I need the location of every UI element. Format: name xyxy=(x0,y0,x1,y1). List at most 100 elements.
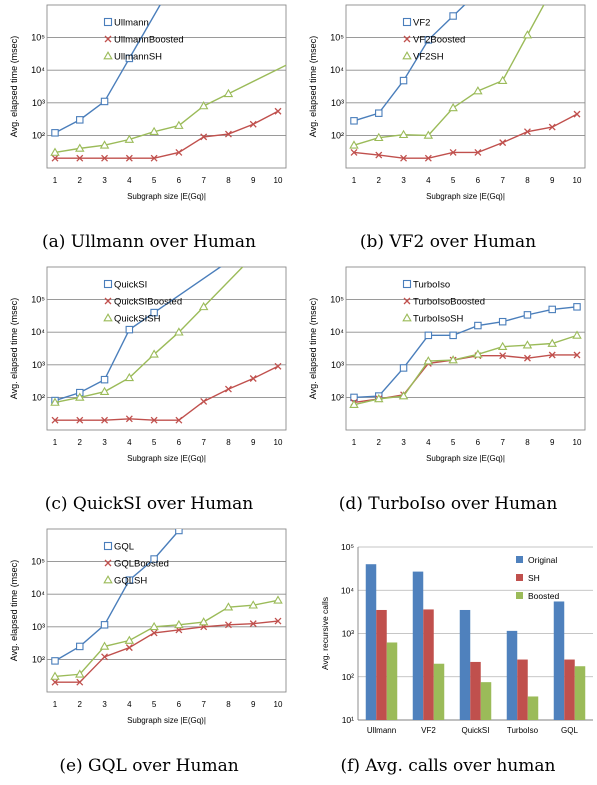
x-tick-label: 2 xyxy=(377,176,382,185)
legend-label-quicksiboosted: QuickSIBoosted xyxy=(114,297,182,308)
data-point-ullmannboosted xyxy=(175,148,183,156)
legend-marker-ullmann xyxy=(103,17,113,27)
caption-quicksi: (c) QuickSI over Human xyxy=(44,494,254,514)
y-tick-label: 10³ xyxy=(331,98,344,108)
legend-label-quicksi: QuickSI xyxy=(114,280,147,291)
legend-marker-turboiso xyxy=(402,279,412,289)
data-point-vf2sh xyxy=(374,132,384,142)
y-tick-label: 10³ xyxy=(32,98,45,108)
series-line-vf2 xyxy=(353,5,466,122)
x-tick-label: 4 xyxy=(127,700,132,709)
x-axis-label: Subgraph size |E(Gq)| xyxy=(127,454,206,463)
data-point-turboiso xyxy=(523,311,532,319)
data-point-quicksiboosted xyxy=(101,416,109,424)
x-tick-label: 5 xyxy=(451,438,456,447)
data-point-gqlboosted xyxy=(51,678,59,686)
series-line-ullmannboosted xyxy=(55,110,279,159)
x-tick-label: 3 xyxy=(401,438,406,447)
x-tick-label: 6 xyxy=(476,438,481,447)
data-point-vf2boosted xyxy=(474,148,482,156)
data-point-turboisosh xyxy=(497,341,508,351)
data-point-ullmannsh xyxy=(124,134,135,143)
data-point-ullmannsh xyxy=(223,88,234,98)
legend-label-turboisosh: TurboIsoSH xyxy=(413,314,463,325)
data-point-turboisosh xyxy=(398,391,409,400)
data-point-gqlsh xyxy=(124,635,135,644)
bar-sh-vf2 xyxy=(423,609,434,720)
x-tick-label: 1 xyxy=(53,700,58,709)
x-tick-label: 1 xyxy=(53,176,58,185)
x-tick-label: 1 xyxy=(53,438,58,447)
data-point-quicksiboosted xyxy=(51,416,59,424)
data-point-vf2sh xyxy=(398,129,409,139)
data-point-ullmannboosted xyxy=(125,154,133,162)
chart-quicksi: 10² 10³ 10⁴ 10⁵ 1 2 3 4 5 6 7 8 9 10 Subgraph size |E(… xyxy=(9,266,287,463)
x-tick-label: 10 xyxy=(274,438,283,447)
legend-marker-vf2sh xyxy=(402,51,412,60)
data-point-gqlsh xyxy=(273,595,283,604)
data-point-vf2boosted xyxy=(499,139,507,147)
data-point-turboisosh xyxy=(423,356,434,365)
data-point-quicksish xyxy=(99,386,110,396)
data-point-ullmann xyxy=(100,97,109,106)
legend-marker-gqlsh xyxy=(103,575,113,584)
legend-label-original: Original xyxy=(528,555,557,565)
x-tick-label: 2 xyxy=(78,438,83,447)
y-tick-label: 10¹ xyxy=(342,715,354,725)
data-point-turboiso xyxy=(449,331,457,340)
x-tick-label: 6 xyxy=(476,176,481,185)
x-axis-label: Subgraph size |E(Gq)| xyxy=(127,716,206,725)
series-line-quicksiboosted xyxy=(55,365,279,421)
x-tick-label: 4 xyxy=(426,438,431,447)
legend-label-gqlsh: GQLSH xyxy=(114,576,147,587)
data-point-vf2 xyxy=(375,109,383,117)
x-tick-label: 7 xyxy=(500,438,505,447)
y-tick-label: 10⁴ xyxy=(330,65,344,75)
x-tick-label: 5 xyxy=(152,700,157,709)
bar-sh-turboiso xyxy=(517,659,528,720)
data-point-quicksiboosted xyxy=(150,416,158,424)
x-tick-label: 4 xyxy=(127,176,132,185)
data-point-gql xyxy=(51,657,59,665)
bar-original-gql xyxy=(553,601,565,720)
legend-label-ullmann: Ullmann xyxy=(114,18,149,29)
data-point-turboisosh xyxy=(349,399,359,408)
caption-vf2: (b) VF2 over Human xyxy=(359,232,537,252)
x-tick-label: Ullmann xyxy=(367,726,396,735)
data-point-quicksish xyxy=(174,327,184,336)
data-point-vf2sh xyxy=(448,102,458,112)
bar-boosted-ullmann xyxy=(386,642,398,720)
series-line-gql xyxy=(54,530,180,662)
x-tick-label: 9 xyxy=(251,438,256,447)
series-line-quicksi xyxy=(54,267,222,402)
data-point-turboiso xyxy=(424,331,433,340)
chart-panel-avg-calls: 10¹ 10² 10³ 10⁴ 10⁵ Avg. recursive calls Ullma… xyxy=(299,524,597,785)
bar-boosted-gql xyxy=(574,666,586,720)
data-point-turboisosh xyxy=(572,330,582,339)
data-point-turboiso xyxy=(498,317,507,326)
y-tick-label: 10³ xyxy=(32,360,45,370)
data-point-quicksish xyxy=(50,397,60,406)
x-tick-label: 7 xyxy=(201,700,206,709)
x-tick-label: 9 xyxy=(550,438,555,447)
data-point-quicksiboosted xyxy=(224,385,232,393)
plot-frame xyxy=(46,266,287,431)
data-point-vf2 xyxy=(424,36,433,44)
data-point-turboiso xyxy=(573,303,581,311)
data-point-ullmann xyxy=(51,129,59,137)
data-point-vf2boosted xyxy=(350,148,358,156)
data-point-ullmannsh xyxy=(50,147,60,156)
x-tick-label: GQL xyxy=(561,726,578,735)
legend-marker-quicksiboosted xyxy=(104,297,112,305)
x-tick-label: TurboIso xyxy=(507,726,539,735)
bar-sh-ullmann xyxy=(376,609,387,720)
data-point-gqlboosted xyxy=(150,629,158,637)
data-point-turboisoboosted xyxy=(499,352,507,360)
y-axis-label: Avg. elapsed time (msec) xyxy=(308,298,318,399)
data-point-vf2sh xyxy=(473,86,483,95)
data-point-quicksiboosted xyxy=(125,415,133,423)
legend-marker-turboisoboosted xyxy=(403,297,411,305)
y-tick-label: 10² xyxy=(32,654,45,664)
y-tick-label: 10² xyxy=(331,392,344,402)
chart-vf2: 10² 10³ 10⁴ 10⁵ 1 2 3 4 5 6 7 8 9 10 Subgraph size |E(… xyxy=(308,4,586,201)
